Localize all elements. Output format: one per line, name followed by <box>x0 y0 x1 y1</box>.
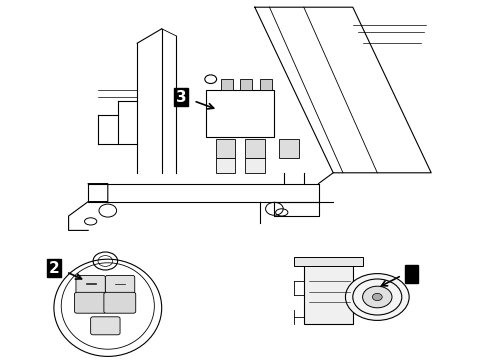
Bar <box>245 139 265 158</box>
Text: 3: 3 <box>176 90 187 105</box>
Text: 2: 2 <box>49 261 59 276</box>
Bar <box>260 79 272 90</box>
Bar <box>216 139 235 158</box>
Bar <box>220 79 233 90</box>
FancyBboxPatch shape <box>76 275 105 293</box>
Circle shape <box>372 293 382 301</box>
FancyBboxPatch shape <box>74 292 106 313</box>
Bar <box>245 158 265 173</box>
Bar <box>279 139 299 158</box>
Circle shape <box>345 274 409 320</box>
Bar <box>206 90 274 137</box>
Bar <box>216 158 235 173</box>
Bar <box>294 257 363 266</box>
FancyBboxPatch shape <box>104 292 136 313</box>
FancyBboxPatch shape <box>105 275 135 293</box>
FancyBboxPatch shape <box>91 317 120 335</box>
Circle shape <box>363 286 392 308</box>
Bar <box>304 259 353 324</box>
Bar <box>240 79 252 90</box>
Text: 1: 1 <box>406 266 417 281</box>
